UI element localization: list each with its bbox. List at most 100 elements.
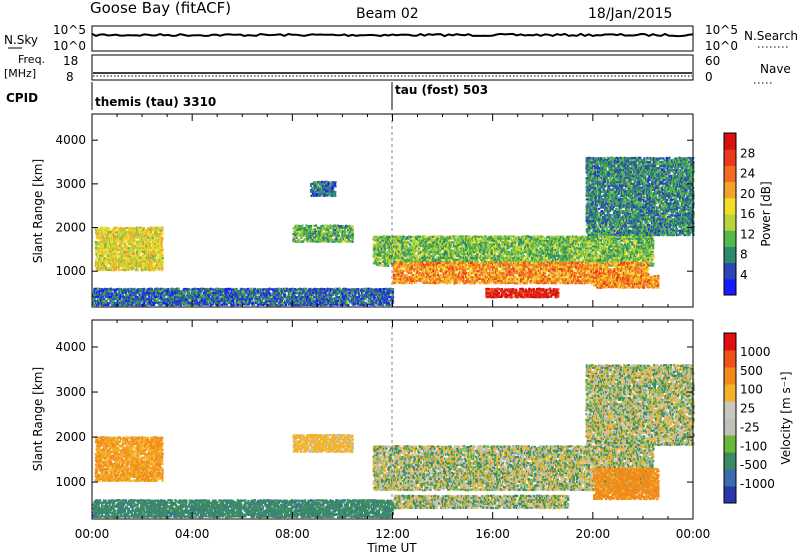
heatmap-cell	[128, 247, 130, 249]
heatmap-cell	[515, 249, 517, 251]
heatmap-cell	[482, 246, 484, 248]
heatmap-cell	[583, 245, 585, 247]
power-heatmap-cells	[92, 157, 695, 307]
nsky-tick-top: 10^5	[53, 23, 86, 37]
heatmap-cell	[436, 236, 438, 238]
heatmap-cell	[319, 182, 321, 184]
heatmap-cell	[533, 251, 535, 253]
heatmap-cell	[430, 244, 432, 246]
heatmap-cell	[441, 259, 443, 261]
heatmap-cell	[439, 259, 441, 261]
heatmap-cell	[514, 241, 516, 243]
heatmap-cell	[534, 256, 536, 258]
heatmap-cell	[138, 243, 140, 245]
heatmap-cell	[154, 265, 156, 267]
heatmap-cell	[146, 230, 148, 232]
heatmap-cell	[334, 195, 336, 197]
heatmap-cell	[397, 246, 399, 248]
heatmap-cell	[144, 235, 146, 237]
heatmap-cell	[101, 229, 103, 231]
heatmap-cell	[114, 235, 116, 237]
nsky-frame	[92, 26, 693, 51]
heatmap-cell	[416, 255, 418, 257]
heatmap-cell	[327, 229, 329, 231]
heatmap-cell	[123, 235, 125, 237]
heatmap-cell	[312, 193, 314, 195]
heatmap-cell	[569, 246, 571, 248]
heatmap-cell	[137, 267, 139, 269]
heatmap-cell	[330, 235, 332, 237]
heatmap-cell	[616, 241, 618, 243]
heatmap-cell	[324, 195, 326, 197]
heatmap-cell	[344, 232, 346, 234]
heatmap-cell	[341, 241, 343, 243]
heatmap-cell	[439, 242, 441, 244]
heatmap-cell	[578, 259, 580, 261]
heatmap-cell	[415, 241, 417, 243]
heatmap-cell	[315, 187, 317, 189]
nsky-strip: N.Sky 10^5 10^0 10^5 10^0 N.Search	[4, 23, 798, 53]
heatmap-cell	[384, 265, 386, 267]
heatmap-cell	[121, 243, 123, 245]
heatmap-cell	[642, 247, 644, 249]
heatmap-cell	[152, 255, 154, 257]
nsky-label: N.Sky	[4, 33, 38, 47]
heatmap-cell	[387, 265, 389, 267]
heatmap-cell	[564, 239, 566, 241]
heatmap-cell	[301, 225, 303, 227]
heatmap-cell	[518, 244, 520, 246]
heatmap-cell	[510, 257, 512, 259]
heatmap-cell	[116, 251, 118, 253]
heatmap-cell	[468, 242, 470, 244]
heatmap-cell	[161, 239, 163, 241]
heatmap-cell	[512, 257, 514, 259]
heatmap-cell	[409, 242, 411, 244]
heatmap-cell	[589, 251, 591, 253]
heatmap-cell	[380, 264, 382, 266]
heatmap-cell	[632, 235, 634, 237]
heatmap-cell	[448, 240, 450, 242]
heatmap-cell	[440, 236, 442, 238]
heatmap-cell	[340, 225, 342, 227]
heatmap-cell	[152, 237, 154, 239]
heatmap-cell	[442, 247, 444, 249]
heatmap-cell	[310, 185, 312, 187]
heatmap-cell	[419, 249, 421, 251]
heatmap-cell	[312, 191, 314, 193]
heatmap-cell	[146, 259, 148, 261]
heatmap-cell	[492, 251, 494, 253]
heatmap-cell	[405, 255, 407, 257]
heatmap-cell	[161, 253, 163, 255]
heatmap-cell	[113, 229, 115, 231]
heatmap-cell	[558, 236, 560, 238]
heatmap-cell	[467, 235, 469, 237]
nsearch-tick-top: 10^5	[705, 23, 738, 37]
heatmap-cell	[104, 227, 106, 229]
heatmap-cell	[522, 251, 524, 253]
heatmap-cell	[312, 239, 314, 241]
heatmap-cell	[320, 185, 322, 187]
heatmap-cell	[116, 247, 118, 249]
cpid-segment-2: tau (fost) 503	[395, 83, 488, 97]
heatmap-cell	[520, 240, 522, 242]
heatmap-cell	[568, 236, 570, 238]
heatmap-cell	[334, 193, 336, 195]
heatmap-cell	[106, 227, 108, 229]
heatmap-cell	[532, 249, 534, 251]
freq-tick-bottom: 8	[66, 70, 74, 84]
heatmap-cell	[484, 247, 486, 249]
heatmap-cell	[106, 251, 108, 253]
heatmap-cell	[568, 251, 570, 253]
heatmap-cell	[562, 236, 564, 238]
heatmap-cell	[299, 230, 301, 232]
heatmap-cell	[334, 185, 336, 187]
heatmap-cell	[464, 259, 466, 261]
heatmap-cell	[138, 231, 140, 233]
heatmap-cell	[104, 245, 106, 247]
heatmap-cell	[566, 247, 568, 249]
heatmap-cell	[120, 227, 122, 229]
heatmap-cell	[344, 238, 346, 240]
cpid-segment-1: themis (tau) 3310	[95, 95, 216, 109]
